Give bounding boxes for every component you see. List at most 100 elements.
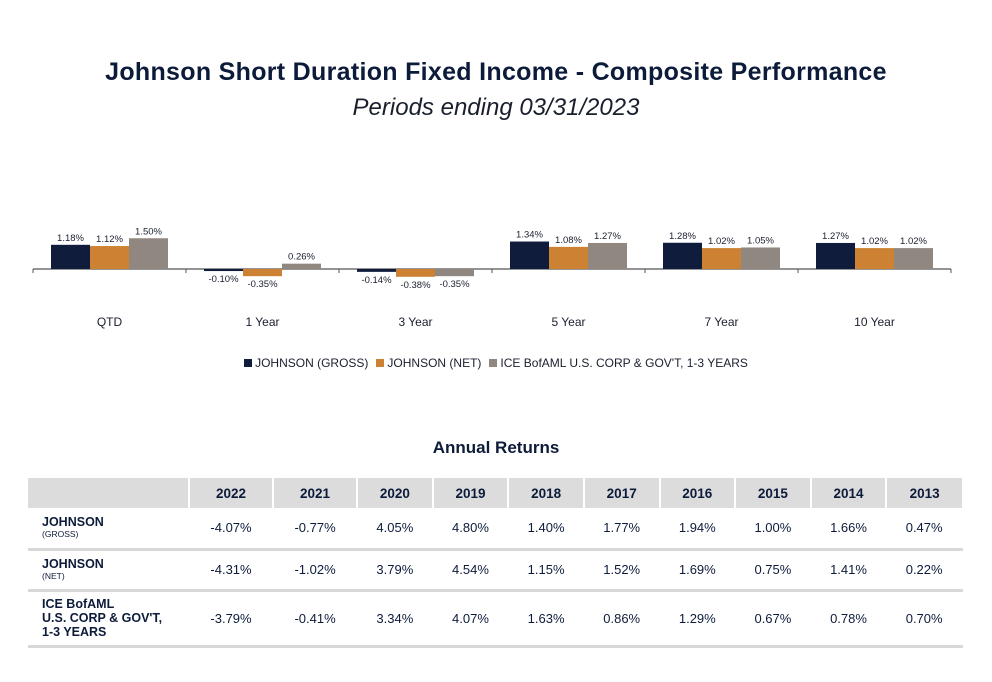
bar-5-year-series-2 (549, 246, 588, 269)
data-label: -0.38% (400, 280, 431, 291)
table-cell: 4.80% (432, 508, 510, 551)
bar-5-year-series-3 (588, 242, 627, 269)
legend-label: JOHNSON (NET) (387, 356, 482, 370)
table-cell: 3.79% (357, 549, 434, 592)
performance-bar-chart: 1.18% 1.12% 1.50% QTD -0.10% -0.35% 0.26% 1 Yea… (32, 226, 952, 329)
table-cell: 0.70% (886, 590, 963, 648)
data-label: 1.34% (516, 230, 543, 241)
data-label: 1.50% (135, 226, 162, 237)
table-cell: 1.40% (508, 508, 585, 551)
table-row: JOHNSON (NET) -4.31% -1.02% 3.79% 4.54% 1.15% 1… (28, 549, 963, 592)
table-cell: -1.02% (273, 549, 359, 592)
table-cell: -3.79% (189, 590, 275, 648)
page-subtitle: Periods ending 03/31/2023 (352, 94, 640, 121)
data-label: 1.08% (555, 235, 582, 246)
data-label: 1.18% (57, 233, 84, 244)
bar-7-year-series-1 (663, 242, 702, 269)
year-header: 2015 (735, 478, 812, 508)
bar-1-year-series-1 (204, 269, 243, 272)
table-cell: 4.54% (432, 549, 510, 592)
bar-10-year-series-1 (816, 242, 855, 269)
table-cell: 0.75% (735, 549, 812, 592)
year-header: 2019 (432, 478, 510, 508)
table-row: JOHNSON (GROSS) -4.07% -0.77% 4.05% 4.80% 1.40… (28, 508, 963, 551)
bar-7-year-series-2 (702, 248, 741, 269)
data-label: -0.14% (361, 275, 392, 286)
table-cell: 1.66% (810, 508, 888, 551)
year-header: 2021 (273, 478, 359, 508)
legend-item: ICE BofAML U.S. CORP & GOV'T, 1-3 YEARS (489, 356, 748, 370)
bar-10-year-series-2 (855, 248, 894, 269)
table-cell: 0.47% (886, 508, 963, 551)
legend-label: JOHNSON (GROSS) (255, 356, 369, 370)
bar-qtd-series-3 (129, 238, 168, 269)
year-header: 2017 (583, 478, 661, 508)
bar-3-year-series-3 (435, 269, 474, 277)
data-label: -0.35% (439, 279, 470, 290)
bar-1-year-series-2 (243, 269, 282, 277)
bar-1-year-series-3 (282, 263, 321, 269)
data-label: 1.02% (900, 236, 927, 247)
legend-swatch (244, 359, 253, 367)
data-label: 1.02% (708, 236, 735, 247)
row-label: JOHNSON (NET) (28, 549, 190, 592)
table-cell: -0.77% (273, 508, 359, 551)
table-row: ICE BofAML U.S. CORP & GOV'T, 1-3 YEARS -3.… (28, 590, 963, 648)
chart-legend: JOHNSON (GROSS) JOHNSON (NET) ICE BofAML U… (0, 356, 992, 370)
table-cell: 0.78% (810, 590, 888, 648)
table-cell: 3.34% (357, 590, 434, 648)
table-cell: -4.07% (189, 508, 275, 551)
table-cell: 1.94% (659, 508, 737, 551)
table-cell: 0.22% (886, 549, 963, 592)
data-label: 1.28% (669, 231, 696, 242)
table-cell: 1.41% (810, 549, 888, 592)
header-blank-cell (28, 478, 190, 508)
legend-item: JOHNSON (GROSS) (244, 356, 368, 370)
data-label: 1.05% (747, 235, 774, 246)
year-header: 2018 (508, 478, 585, 508)
year-header: 2022 (189, 478, 275, 508)
data-label: 1.27% (594, 231, 621, 242)
table-cell: 1.00% (735, 508, 812, 551)
table-cell: 1.29% (659, 590, 737, 648)
year-header: 2020 (357, 478, 434, 508)
year-header: 2016 (659, 478, 737, 508)
year-header: 2013 (886, 478, 962, 508)
table-cell: 4.05% (357, 508, 434, 551)
data-label: 1.12% (96, 234, 123, 245)
table-header-row: 2022 2021 2020 2019 2018 2017 2016 2015 2014 2013 (28, 478, 962, 508)
data-label: 1.02% (861, 236, 888, 247)
table-cell: 1.77% (583, 508, 661, 551)
annual-returns-title: Annual Returns (432, 438, 560, 457)
table-cell: -4.31% (189, 549, 275, 592)
table-cell: 1.52% (583, 549, 661, 592)
bar-qtd-series-1 (51, 244, 90, 269)
row-label: ICE BofAML U.S. CORP & GOV'T, 1-3 YEARS (28, 590, 190, 648)
table-cell: 1.15% (508, 549, 585, 592)
legend-swatch (376, 359, 385, 367)
category-label: 10 Year (854, 315, 895, 329)
category-label: QTD (97, 315, 123, 329)
table-cell: -0.41% (273, 590, 359, 648)
table-cell: 0.67% (735, 590, 812, 648)
table-cell: 0.86% (583, 590, 661, 648)
legend-swatch (489, 359, 498, 367)
table-cell: 1.69% (659, 549, 737, 592)
category-label: 1 Year (245, 315, 279, 329)
data-label: 0.26% (288, 252, 315, 263)
legend-label: ICE BofAML U.S. CORP & GOV'T, 1-3 YEARS (500, 356, 748, 370)
table-body: JOHNSON (GROSS) -4.07% -0.77% 4.05% 4.80% 1.40… (28, 508, 963, 648)
annual-returns-table: 2022 2021 2020 2019 2018 2017 2016 2015 2014 2013… (28, 478, 963, 648)
data-label: 1.27% (822, 231, 849, 242)
category-label: 3 Year (398, 315, 432, 329)
bar-3-year-series-1 (357, 269, 396, 272)
legend-item: JOHNSON (NET) (376, 356, 481, 370)
page-title: Johnson Short Duration Fixed Income - Co… (105, 58, 887, 86)
data-label: -0.10% (208, 274, 239, 285)
year-header: 2014 (810, 478, 888, 508)
category-label: 7 Year (704, 315, 738, 329)
row-label: JOHNSON (GROSS) (28, 508, 190, 551)
table-cell: 4.07% (432, 590, 510, 648)
bar-5-year-series-1 (510, 241, 549, 269)
bar-3-year-series-2 (396, 269, 435, 277)
